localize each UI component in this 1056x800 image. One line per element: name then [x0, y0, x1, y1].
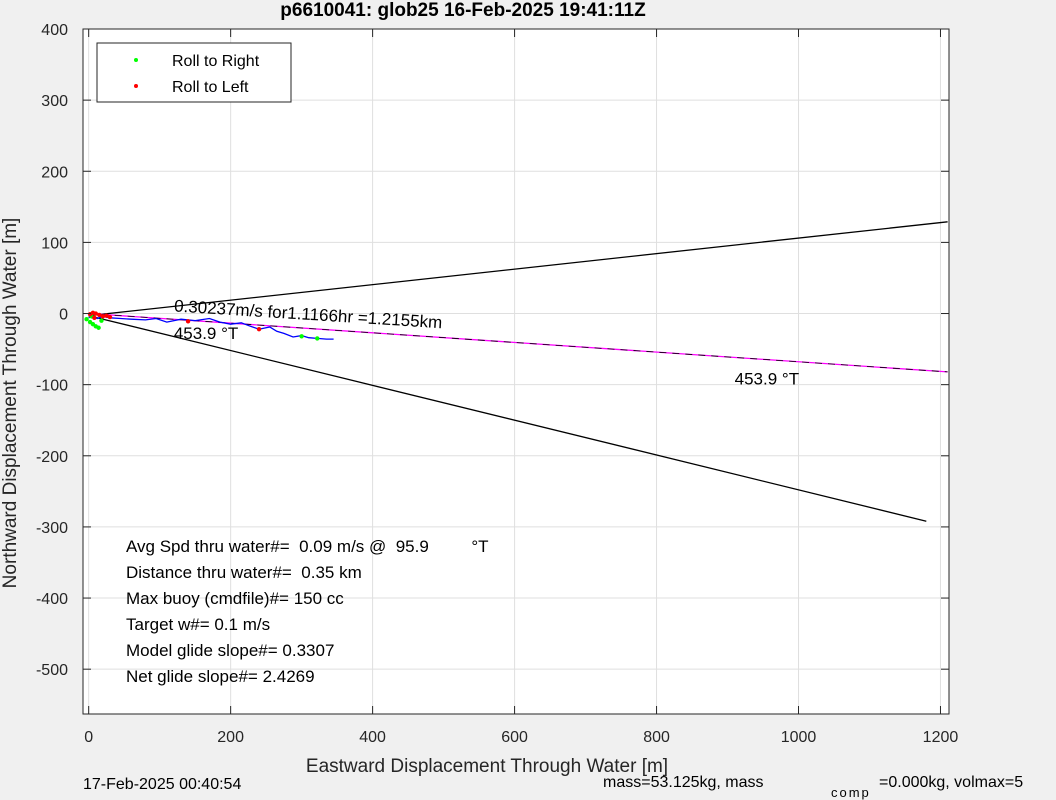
roll-right-point	[299, 334, 304, 339]
legend-marker-roll-left	[134, 84, 138, 88]
roll-right-point	[84, 317, 89, 322]
footer-mass-tail: =0.000kg, volmax=5	[879, 774, 1023, 791]
legend-marker-roll-right	[134, 58, 138, 62]
x-tick-label: 0	[84, 729, 93, 746]
series-cone-lower	[88, 315, 927, 522]
grid	[83, 28, 949, 714]
y-tick-label: 400	[41, 22, 68, 39]
y-ticks: 400 300 200 100 0 -100 -200 -300 -400 -500	[36, 22, 949, 679]
roll-points-layer	[84, 310, 320, 341]
series-layer	[88, 221, 948, 522]
x-tick-label: 1000	[781, 729, 817, 746]
x-ticks: 0 200 400 600 800 1000 1200	[84, 29, 958, 746]
x-tick-label: 400	[359, 729, 386, 746]
roll-left-point	[100, 314, 106, 319]
roll-right-point	[96, 325, 101, 330]
roll-right-point	[315, 336, 320, 341]
y-tick-label: -500	[36, 662, 68, 679]
roll-left-point	[93, 311, 98, 316]
chart-title: p6610041: glob25 16-Feb-2025 19:41:11Z	[280, 0, 646, 21]
annotation-label: 453.9 °T	[735, 370, 799, 389]
x-axis-label: Eastward Displacement Through Water [m]	[306, 756, 668, 777]
roll-left-point	[185, 319, 191, 324]
series-heading-dash	[88, 313, 948, 373]
x-tick-label: 200	[217, 729, 244, 746]
roll-right-point	[99, 318, 104, 323]
footer-timestamp: 17-Feb-2025 00:40:54	[83, 776, 241, 793]
stat-target-w: Target w#= 0.1 m/s	[126, 615, 270, 634]
stat-model-glide: Model glide slope#= 0.3307	[126, 641, 334, 660]
stat-net-glide: Net glide slope#= 2.4269	[126, 667, 315, 686]
roll-left-point	[92, 315, 97, 320]
roll-left-point	[104, 313, 109, 318]
roll-left-point	[256, 326, 262, 332]
y-tick-label: 0	[59, 307, 68, 324]
roll-left-point	[97, 312, 102, 318]
stat-avg-speed: Avg Spd thru water#= 0.09 m/s @ 95.9 °T	[126, 537, 489, 556]
y-tick-label: 200	[41, 164, 68, 181]
y-tick-label: 300	[41, 93, 68, 110]
y-tick-label: -400	[36, 591, 68, 608]
y-tick-label: -100	[36, 378, 68, 395]
legend-label-roll-left: Roll to Left	[172, 79, 249, 96]
series-cone-upper	[88, 221, 948, 317]
annotation-label: 453.9 °T	[174, 324, 238, 343]
series-track	[88, 314, 334, 340]
plot-area	[83, 29, 949, 714]
stat-distance: Distance thru water#= 0.35 km	[126, 563, 362, 582]
y-tick-label: 100	[41, 235, 68, 252]
legend-label-roll-right: Roll to Right	[172, 53, 260, 70]
y-tick-label: -300	[36, 520, 68, 537]
x-tick-label: 600	[501, 729, 528, 746]
legend-box	[96, 42, 292, 103]
stats-block: Avg Spd thru water#= 0.09 m/s @ 95.9 °T …	[126, 537, 489, 686]
footer-mass: mass=53.125kg, mass	[603, 774, 764, 791]
legend: Roll to Right Roll to Left	[96, 42, 292, 103]
footer-mass-subscript: comp	[831, 785, 871, 800]
plot-border	[82, 28, 950, 715]
x-tick-label: 800	[643, 729, 670, 746]
y-tick-label: -200	[36, 449, 68, 466]
stat-max-buoy: Max buoy (cmdfile)#= 150 cc	[126, 589, 344, 608]
roll-left-point	[107, 314, 113, 320]
y-axis-label: Northward Displacement Through Water [m]	[0, 218, 21, 589]
x-tick-label: 1200	[923, 729, 959, 746]
